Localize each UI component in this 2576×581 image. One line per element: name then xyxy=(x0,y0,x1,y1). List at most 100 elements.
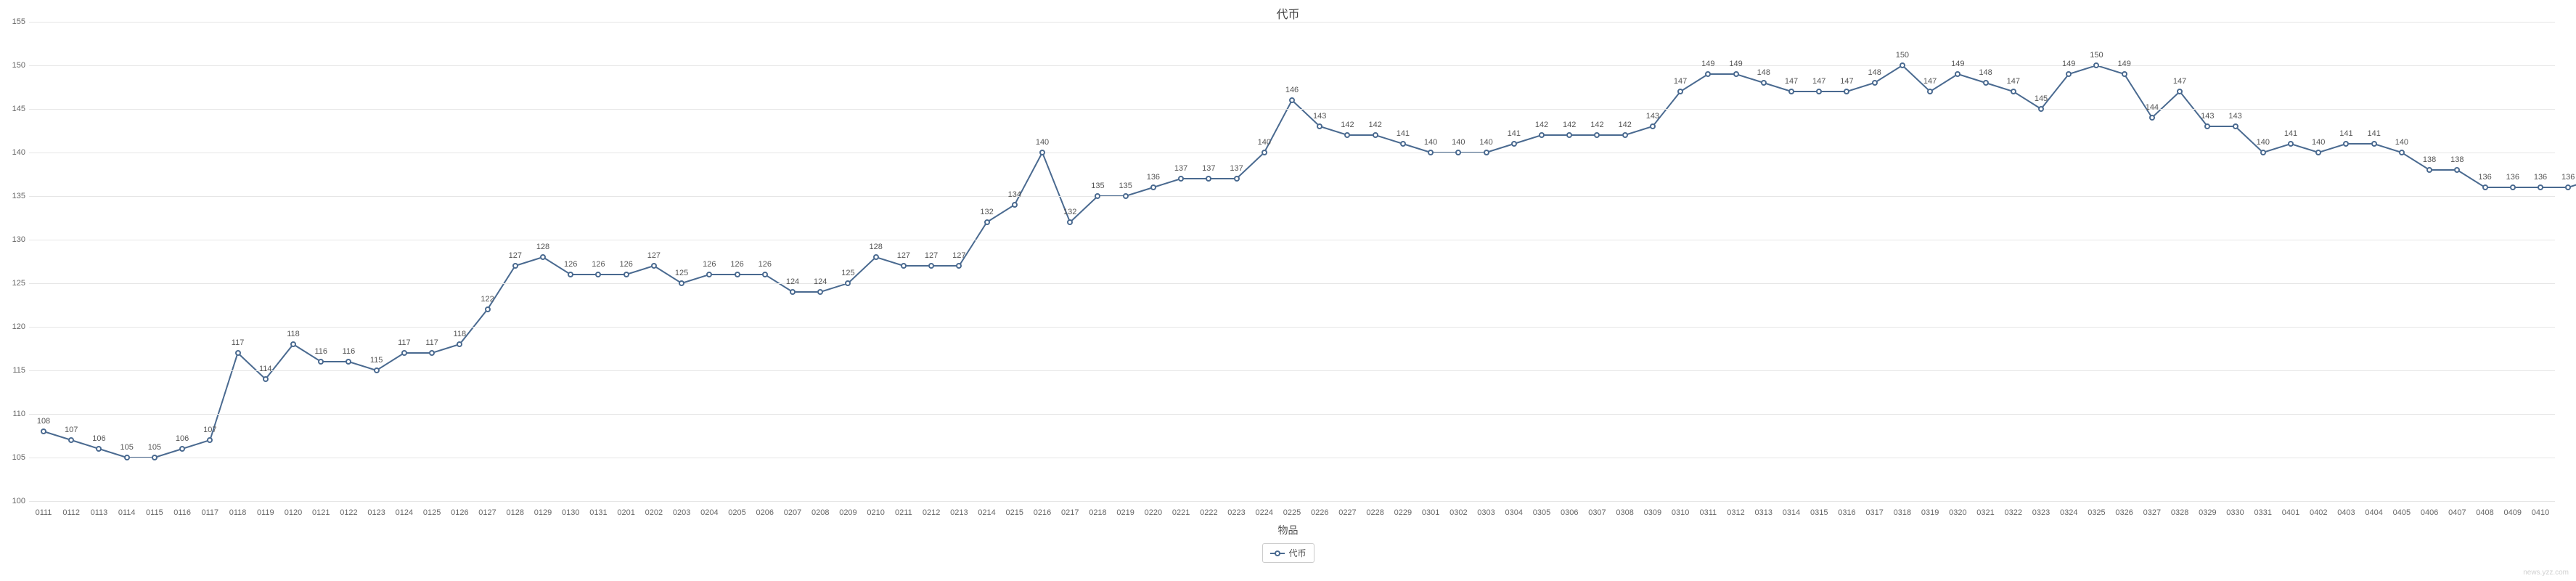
data-point[interactable] xyxy=(2565,184,2571,190)
data-point[interactable] xyxy=(956,263,962,269)
data-point[interactable] xyxy=(1039,150,1045,155)
watermark: news.yzz.com xyxy=(2523,569,2569,577)
data-point[interactable] xyxy=(1317,123,1322,129)
data-point[interactable] xyxy=(124,455,130,460)
data-point[interactable] xyxy=(457,341,462,347)
data-point[interactable] xyxy=(1622,132,1628,138)
data-point[interactable] xyxy=(540,254,546,260)
data-point[interactable] xyxy=(651,263,657,269)
x-tick: 0121 xyxy=(312,508,330,517)
data-point[interactable] xyxy=(2149,115,2155,121)
data-point[interactable] xyxy=(2011,89,2016,94)
data-point[interactable] xyxy=(1123,193,1129,199)
data-point[interactable] xyxy=(928,263,934,269)
data-point[interactable] xyxy=(345,359,351,365)
data-point[interactable] xyxy=(429,350,435,356)
data-point[interactable] xyxy=(2371,141,2377,147)
data-point[interactable] xyxy=(152,455,158,460)
data-point[interactable] xyxy=(290,341,296,347)
data-point[interactable] xyxy=(41,428,46,434)
y-tick: 100 xyxy=(7,497,25,505)
data-point[interactable] xyxy=(2315,150,2321,155)
data-point[interactable] xyxy=(817,289,823,295)
data-point[interactable] xyxy=(1095,193,1100,199)
data-point[interactable] xyxy=(2204,123,2210,129)
x-tick: 0227 xyxy=(1338,508,1356,517)
data-point[interactable] xyxy=(1594,132,1600,138)
data-point[interactable] xyxy=(235,350,241,356)
data-point[interactable] xyxy=(1983,80,1989,86)
data-point[interactable] xyxy=(2454,167,2460,173)
data-point[interactable] xyxy=(1428,150,1434,155)
data-point[interactable] xyxy=(1955,71,1960,77)
data-point[interactable] xyxy=(263,376,269,382)
data-point[interactable] xyxy=(1150,184,1156,190)
data-point[interactable] xyxy=(2233,123,2238,129)
data-point[interactable] xyxy=(1262,150,1267,155)
data-point[interactable] xyxy=(2343,141,2349,147)
data-point[interactable] xyxy=(2066,71,2072,77)
data-point[interactable] xyxy=(1677,89,1683,94)
data-point[interactable] xyxy=(485,306,491,312)
data-point[interactable] xyxy=(1927,89,1933,94)
data-point[interactable] xyxy=(984,219,990,225)
data-point[interactable] xyxy=(1761,80,1767,86)
data-point[interactable] xyxy=(679,280,684,286)
data-point[interactable] xyxy=(1067,219,1073,225)
data-point[interactable] xyxy=(68,437,74,443)
data-point[interactable] xyxy=(1206,176,1211,182)
data-point[interactable] xyxy=(2538,184,2543,190)
x-tick: 0305 xyxy=(1533,508,1550,517)
data-point[interactable] xyxy=(2122,71,2127,77)
data-point[interactable] xyxy=(845,280,851,286)
data-point[interactable] xyxy=(790,289,796,295)
data-point[interactable] xyxy=(207,437,213,443)
data-point[interactable] xyxy=(1511,141,1517,147)
data-point[interactable] xyxy=(1872,80,1878,86)
data-point[interactable] xyxy=(1484,150,1489,155)
data-point[interactable] xyxy=(179,446,185,452)
point-label: 141 xyxy=(2367,129,2380,138)
data-point[interactable] xyxy=(2399,150,2405,155)
data-point[interactable] xyxy=(595,272,601,277)
data-point[interactable] xyxy=(1344,132,1350,138)
data-point[interactable] xyxy=(2426,167,2432,173)
data-point[interactable] xyxy=(1900,62,1905,68)
data-point[interactable] xyxy=(762,272,768,277)
data-point[interactable] xyxy=(2288,141,2294,147)
data-point[interactable] xyxy=(401,350,407,356)
data-point[interactable] xyxy=(1788,89,1794,94)
data-point[interactable] xyxy=(2038,106,2044,112)
data-point[interactable] xyxy=(873,254,879,260)
data-point[interactable] xyxy=(735,272,740,277)
data-point[interactable] xyxy=(1455,150,1461,155)
data-point[interactable] xyxy=(623,272,629,277)
data-point[interactable] xyxy=(1400,141,1406,147)
data-point[interactable] xyxy=(2482,184,2488,190)
data-point[interactable] xyxy=(1844,89,1849,94)
data-point[interactable] xyxy=(1650,123,1656,129)
data-point[interactable] xyxy=(512,263,518,269)
data-point[interactable] xyxy=(1539,132,1545,138)
data-point[interactable] xyxy=(1234,176,1240,182)
x-tick: 0225 xyxy=(1283,508,1301,517)
data-point[interactable] xyxy=(2260,150,2266,155)
data-point[interactable] xyxy=(1012,202,1018,208)
data-point[interactable] xyxy=(2177,89,2183,94)
data-point[interactable] xyxy=(1373,132,1378,138)
data-point[interactable] xyxy=(2093,62,2099,68)
data-point[interactable] xyxy=(1178,176,1184,182)
data-point[interactable] xyxy=(901,263,907,269)
data-point[interactable] xyxy=(1733,71,1739,77)
x-tick: 0405 xyxy=(2393,508,2411,517)
data-point[interactable] xyxy=(706,272,712,277)
data-point[interactable] xyxy=(1816,89,1822,94)
data-point[interactable] xyxy=(1566,132,1572,138)
data-point[interactable] xyxy=(568,272,573,277)
data-point[interactable] xyxy=(96,446,102,452)
data-point[interactable] xyxy=(374,367,380,373)
data-point[interactable] xyxy=(1289,97,1295,103)
data-point[interactable] xyxy=(318,359,324,365)
data-point[interactable] xyxy=(2510,184,2516,190)
data-point[interactable] xyxy=(1705,71,1711,77)
